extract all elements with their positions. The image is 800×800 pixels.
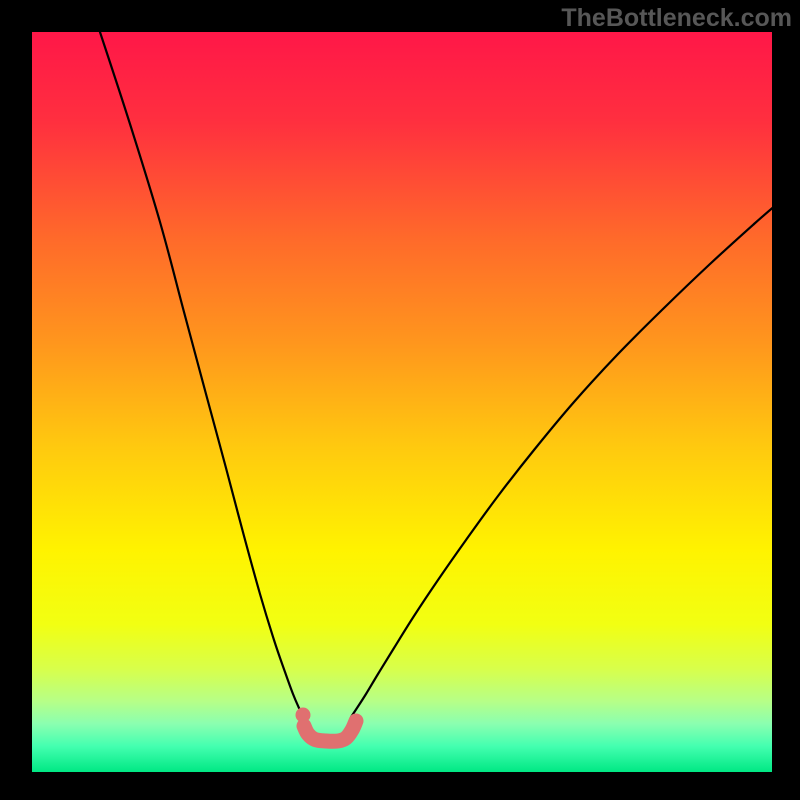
plot-area	[32, 26, 777, 772]
gradient-background	[32, 32, 772, 772]
watermark-text: TheBottleneck.com	[561, 4, 792, 33]
bottleneck-chart	[0, 0, 800, 800]
